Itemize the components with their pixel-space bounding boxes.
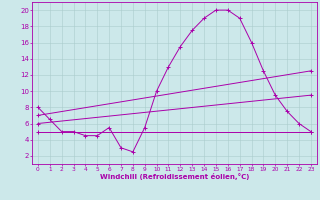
X-axis label: Windchill (Refroidissement éolien,°C): Windchill (Refroidissement éolien,°C) [100,173,249,180]
